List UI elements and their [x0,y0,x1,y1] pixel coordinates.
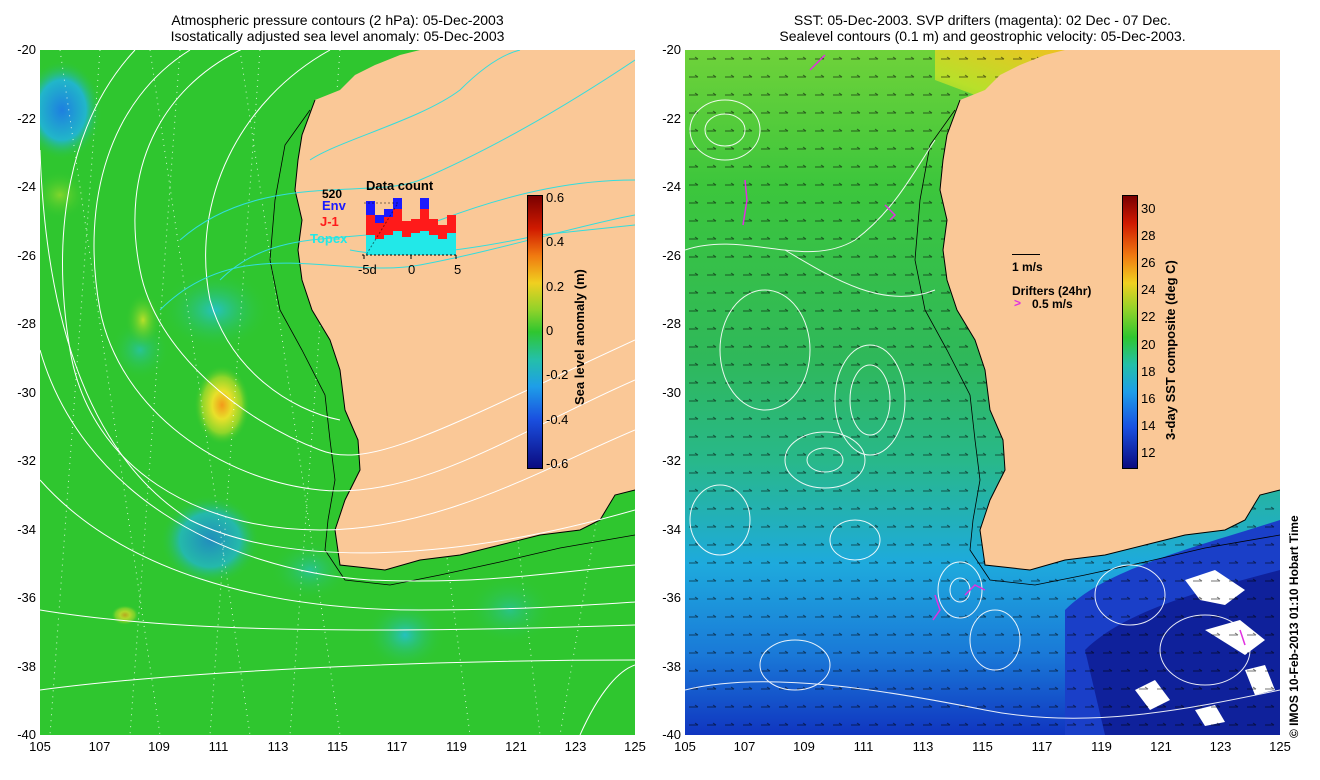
sla-colorbar-tick: -0.2 [546,367,569,383]
right-lon-tick: 115 [972,739,993,754]
left-lat-tick: -38 [17,658,36,674]
left-lat-tick: -32 [17,453,36,468]
left-lat-tick: -28 [17,316,36,331]
sla-colorbar-label: Sea level anomaly (m) [572,269,587,405]
data-count-title: Data count [366,178,434,193]
left-lat-tick: -40 [17,727,36,742]
sst-colorbar-tick: 30 [1141,201,1156,216]
right-lon-tick: 113 [912,739,934,754]
right-title-line2: Sealevel contours (0.1 m) and geostrophi… [779,28,1186,44]
sst-colorbar [1122,195,1138,469]
left-lon-tick: 113 [267,739,289,754]
left-lon-tick: 111 [208,739,229,754]
right-lat-tick: -32 [662,453,681,468]
sst-colorbar-tick: 20 [1141,336,1156,352]
right-lon-tick: 125 [1269,739,1291,754]
left-lat-tick: -20 [17,42,36,57]
sst-colorbar-tick: 24 [1141,282,1156,298]
right-lat-tick: -22 [662,110,681,126]
right-lon-tick: 107 [733,739,756,754]
inset-bars [362,198,458,259]
sst-map[interactable] [685,50,1280,735]
sst-colorbar-label: 3-day SST composite (deg C) [1163,260,1178,440]
left-lon-tick: 115 [327,739,348,754]
left-lat-tick: -34 [17,521,36,537]
right-lon-tick: 109 [793,739,815,754]
left-lat-tick: -36 [17,590,36,605]
sst-colorbar-tick: 14 [1141,417,1156,433]
inset-xtick-0: 0 [408,262,416,277]
sst-colorbar-tick: 18 [1141,363,1156,379]
left-lon-tick: 117 [386,739,408,754]
left-lat-tick: -24 [17,179,36,194]
drifter-legend-title: Drifters (24hr) [1012,284,1092,298]
right-lon-tick: 105 [674,739,696,754]
left-title-line2: Isostatically adjusted sea level anomaly… [170,28,505,44]
sst-colorbar-tick: 26 [1141,255,1156,271]
sla-colorbar-tick: 0.4 [546,234,565,250]
left-lon-tick: 107 [88,739,111,754]
sla-colorbar-tick: -0.6 [546,456,569,471]
sla-colorbar-tick: 0 [546,323,554,338]
left-lon-tick: 119 [446,739,467,754]
legend-topex: Topex [310,231,348,246]
left-lat-tick: -30 [17,384,36,400]
left-lon-tick: 121 [505,739,527,754]
right-title-line1: SST: 05-Dec-2003. SVP drifters (magenta)… [793,12,1172,28]
velocity-scale-label: 1 m/s [1012,260,1043,274]
sea-level-anomaly-map[interactable] [40,50,635,735]
right-lon-tick: 121 [1150,739,1172,754]
right-lon-tick: 119 [1091,739,1112,754]
right-lat-tick: -34 [662,521,681,537]
left-lon-tick: 105 [29,739,51,754]
left-title-line1: Atmospheric pressure contours (2 hPa): 0… [171,12,504,28]
left-lat-tick: -26 [17,247,36,263]
right-lon-tick: 117 [1031,739,1053,754]
right-lat-tick: -28 [662,316,681,331]
right-lat-tick: -26 [662,247,681,263]
sst-colorbar-tick: 12 [1141,445,1156,460]
left-lon-tick: 123 [564,739,587,754]
sst-colorbar-tick: 16 [1141,390,1156,406]
sla-colorbar-tick: 0.2 [546,278,565,294]
right-lon-tick: 123 [1209,739,1232,754]
right-lon-tick: 111 [853,739,874,754]
imos-credit: © IMOS 10-Feb-2013 01:10 Hobart Time [1287,515,1301,738]
left-lon-tick: 109 [148,739,170,754]
data-count-max: 520 [322,187,343,201]
left-lat-tick: -22 [17,110,36,126]
legend-env: Env [322,198,346,213]
velocity-scale-arrow [1012,254,1040,255]
left-lon-tick: 125 [624,739,646,754]
right-lat-tick: -38 [662,658,681,674]
right-lat-tick: -24 [662,179,681,194]
data-count-inset: Data count 520 Env J-1 Topex -5d 0 5 [310,175,470,285]
inset-xtick-neg5: -5d [358,262,377,277]
sst-colorbar-tick: 22 [1141,309,1156,325]
right-lat-tick: -36 [662,590,681,605]
right-lat-tick: -20 [662,42,681,57]
inset-xtick-5: 5 [454,262,462,277]
right-lat-tick: -30 [662,384,681,400]
sla-colorbar-tick: -0.4 [546,411,569,427]
right-lat-tick: -40 [662,727,681,742]
legend-j1: J-1 [320,214,339,229]
sla-colorbar [527,195,543,469]
sla-colorbar-tick: 0.6 [546,190,565,205]
sst-colorbar-tick: 28 [1141,228,1156,244]
drifter-legend-value: 0.5 m/s [1032,297,1073,311]
drifter-legend-icon: > [1014,296,1022,310]
